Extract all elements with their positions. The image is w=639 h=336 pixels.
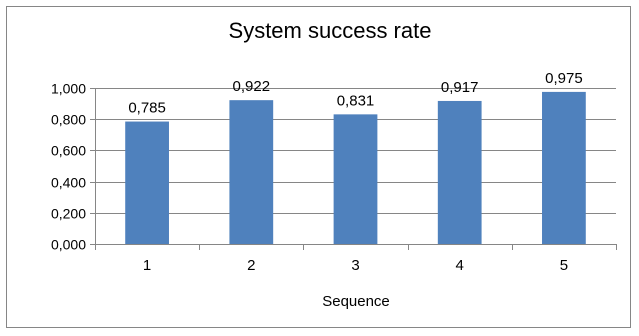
data-label: 0,975 bbox=[545, 70, 583, 87]
bar bbox=[229, 100, 274, 244]
y-tick-label: 0,400 bbox=[51, 175, 86, 191]
y-tick-label: 1,000 bbox=[51, 81, 86, 97]
bar bbox=[542, 91, 586, 245]
data-label: 0,785 bbox=[128, 100, 166, 117]
data-label: 0,922 bbox=[233, 78, 271, 95]
x-tick-label: 5 bbox=[560, 257, 568, 274]
data-label: 0,917 bbox=[441, 79, 479, 96]
bar bbox=[125, 121, 169, 244]
x-tick-label: 4 bbox=[456, 257, 464, 274]
data-labels: 0,785 0,922 0,831 0,917 0,975 bbox=[128, 70, 582, 117]
y-tick-label: 0,600 bbox=[51, 143, 86, 159]
x-tick-label: 1 bbox=[143, 257, 151, 274]
chart-area bbox=[6, 6, 631, 328]
axes bbox=[90, 88, 617, 250]
x-axis-title: Sequence bbox=[322, 293, 390, 310]
bar bbox=[437, 100, 482, 244]
y-tick-label: 0,000 bbox=[51, 237, 86, 253]
bar bbox=[333, 114, 378, 244]
bars bbox=[125, 91, 586, 245]
y-tick-label: 0,200 bbox=[51, 206, 86, 222]
x-tick-label: 3 bbox=[351, 257, 359, 274]
y-tick-label: 0,800 bbox=[51, 112, 86, 128]
chart-title: System success rate bbox=[229, 18, 432, 43]
data-label: 0,831 bbox=[337, 92, 375, 109]
tick-labels: 0,000 0,200 0,400 0,600 0,800 1,000 1 2 3 4 5 bbox=[51, 81, 568, 275]
x-tick-label: 2 bbox=[247, 257, 255, 274]
